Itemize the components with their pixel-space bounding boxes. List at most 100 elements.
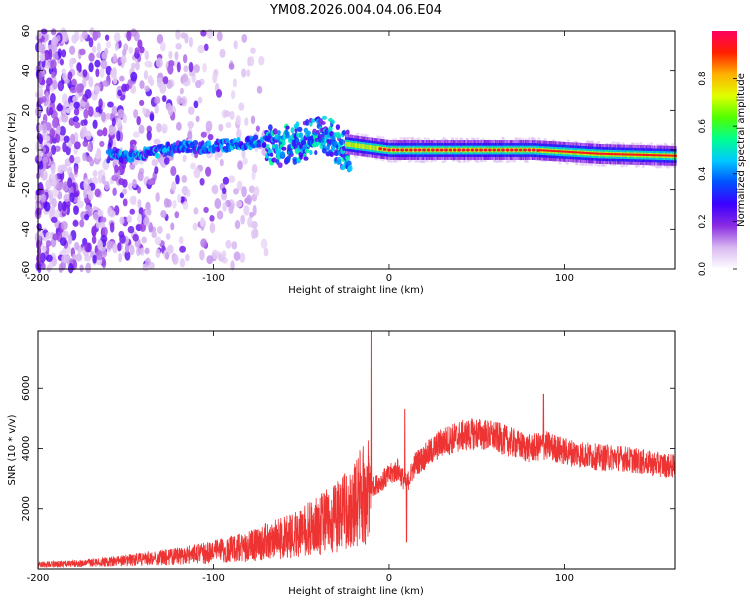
spectrogram-cell [176, 121, 182, 131]
colorbar-tick-label: 0.6 [698, 119, 708, 134]
spectrogram-cell [450, 137, 455, 141]
spectrogram-cell [67, 71, 73, 80]
spectrogram-cell [434, 147, 437, 153]
snr-y-label: SNR (10 * v/v) [7, 414, 18, 485]
spectrogram-cell [51, 144, 57, 155]
spectrogram-cell [137, 186, 142, 194]
colorbar-tick-label: 0.0 [698, 262, 708, 277]
spectrogram-cell [138, 124, 145, 134]
spectrogram-cell [587, 152, 590, 155]
spectrogram-cell [88, 106, 94, 117]
spectrogram-cell [109, 222, 115, 233]
spectrogram-cell [500, 159, 504, 163]
spectrogram-cell [52, 52, 59, 61]
spectrogram-cell [323, 138, 328, 144]
spectrogram-cell [44, 201, 51, 212]
spectrogram-cell [277, 130, 281, 136]
spectrogram-cell [348, 142, 351, 147]
spectrogram-cell [233, 251, 241, 261]
spectrogram-cell [131, 195, 137, 206]
spectrogram-cell [80, 100, 86, 108]
spectrogram-cell [122, 113, 127, 124]
spectrogram-cell [83, 108, 89, 119]
spectrogram-cell [501, 136, 505, 140]
spectrogram-cell [330, 145, 335, 152]
spectrogram-cell [576, 151, 579, 154]
spectrogram-cell [104, 34, 110, 41]
spectrogram-cell [51, 71, 56, 79]
spectrogram-cell [50, 216, 58, 223]
spectrogram-cell [292, 158, 298, 165]
spectrogram-cell [130, 62, 136, 69]
spectrogram-cell [67, 177, 73, 188]
spectrogram-cell [181, 96, 188, 107]
spectrogram-cell [673, 154, 676, 157]
spectrogram-cell [601, 152, 604, 155]
spectrogram-cell [67, 262, 74, 274]
spectrogram-cell [151, 231, 157, 238]
spectrogram-cell [95, 152, 101, 160]
spectrogram-cell [346, 141, 349, 147]
spectrogram-cell [82, 140, 89, 148]
spectrogram-cell [597, 152, 600, 155]
spectrogram-cell [129, 208, 136, 215]
spectrogram-cell [42, 156, 49, 164]
spectrogram-cell [632, 153, 635, 156]
figure-title: YM08.2026.004.04.06.E04 [269, 3, 442, 18]
spectrogram-cell [36, 253, 43, 264]
spectrogram-cell [139, 80, 145, 90]
spectrogram-cell [671, 154, 674, 157]
spectrogram-cell [225, 138, 230, 144]
spectrogram-cell [139, 99, 145, 107]
spectrogram-cell [639, 153, 642, 156]
spectrogram-cell [455, 137, 459, 141]
spectrogram-cell [176, 61, 181, 73]
spectrogram-cell [51, 197, 57, 208]
spectrogram-cell [112, 243, 118, 254]
spectrogram-cell [92, 170, 98, 177]
spectrogram-cell [583, 151, 586, 154]
spectrogram-cell [101, 111, 106, 122]
spectrogram-cell [458, 160, 462, 163]
spectrogram-cell [126, 215, 132, 223]
spectrogram-cell [188, 36, 193, 48]
snr-series-line [38, 331, 675, 569]
spectrogram-cell [244, 117, 249, 127]
spectrogram-cell [203, 43, 209, 52]
x-tick-label: -100 [202, 273, 225, 284]
spectrogram-cell [363, 144, 366, 149]
spectrogram-cell [59, 135, 65, 142]
spectrogram-cell [94, 188, 101, 198]
spectrogram-cell [400, 148, 404, 152]
spectrogram-cell [667, 154, 670, 157]
spectrogram-cell [255, 125, 261, 132]
colorbar: 0.0 0.2 0.4 0.6 0.8 Normalized spectral ampl… [698, 31, 747, 276]
spectrogram-cell [305, 130, 312, 136]
spectrogram-cell [179, 245, 186, 253]
spectrogram-cell [281, 140, 286, 146]
spectrogram-cell [252, 204, 257, 216]
spectrogram-cell [355, 143, 358, 148]
spectrogram-cell [466, 159, 470, 163]
spectrogram-cell [675, 154, 677, 157]
spectrogram-cell [501, 148, 505, 152]
spectrogram-cell [209, 215, 215, 222]
spectrogram-cell [216, 31, 223, 42]
spectrogram-cell [193, 100, 199, 109]
spectrogram-cell [531, 148, 536, 152]
spectrogram-cell [69, 154, 75, 164]
spectrogram-cell [559, 150, 562, 153]
spectrogram-cell [52, 233, 59, 241]
spectrogram-cell [621, 142, 625, 146]
spectrogram-cell [163, 197, 170, 208]
spectrogram-cell [91, 45, 97, 53]
spectrogram-cell [233, 188, 239, 195]
spectrogram-cell [128, 46, 133, 55]
spectrogram-cell [496, 147, 498, 153]
spectrogram-cell [480, 159, 484, 163]
spectrogram-cell [539, 149, 542, 152]
spectrogram-cell [389, 160, 394, 163]
spectrogram-cell [115, 117, 122, 128]
spectrogram-cell [139, 46, 145, 54]
spectrogram-cell [263, 247, 269, 257]
